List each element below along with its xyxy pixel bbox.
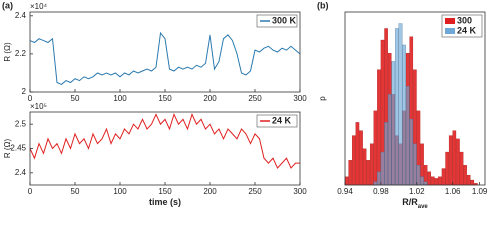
hist-bar [344, 176, 349, 186]
x-tick-label: 0.94 [337, 187, 353, 196]
hist-bar [431, 176, 435, 186]
hist-bar [452, 130, 457, 186]
panel-label: (a) [2, 0, 13, 10]
x-tick-label: 1.09 [472, 187, 488, 196]
legend-swatch [445, 18, 455, 24]
x-tick-label: 50 [71, 187, 80, 196]
axes-frame [344, 11, 486, 186]
legend-swatch [445, 28, 455, 34]
hist-bar [355, 122, 360, 186]
hist-bar [445, 151, 449, 186]
x-tick-label: 300 [293, 94, 307, 103]
x-tick-label: 250 [248, 94, 262, 103]
hist-bar [398, 23, 403, 186]
x-axis-label: R/Rave [402, 197, 428, 209]
y-tick-label: 2.2 [15, 49, 27, 58]
legend-label: 24 K [272, 115, 292, 125]
hist-bar [369, 143, 374, 186]
hist-bar [427, 171, 432, 186]
x-tick-label: 0.98 [373, 187, 389, 196]
hist-bar [362, 148, 367, 186]
x-tick-label: 150 [158, 187, 172, 196]
hist-bar [416, 165, 421, 186]
hist-bar [402, 44, 406, 186]
hist-bar [373, 181, 378, 186]
data-line [29, 31, 301, 85]
hist-bar [380, 151, 385, 186]
legend-label: 24 K [457, 25, 477, 35]
y-axis-label: p [318, 96, 327, 101]
data-line [29, 113, 300, 169]
y-tick-label: 2.4 [15, 11, 27, 20]
hist-bar [420, 176, 424, 186]
hist-bar [359, 130, 363, 186]
x-tick-label: 200 [203, 94, 217, 103]
x-tick-label: 100 [113, 94, 127, 103]
hist-bar [387, 94, 392, 186]
hist-bar [413, 143, 417, 186]
hist-bar [466, 174, 471, 186]
hist-bar [423, 181, 428, 186]
hist-bar [395, 28, 399, 186]
hist-bar [384, 122, 388, 186]
hist-bar [348, 160, 353, 186]
x-tick-label: 50 [71, 94, 80, 103]
hist-bar [463, 165, 467, 186]
y-axis-label: R (Ω) [3, 139, 12, 159]
x-axis-label: time (s) [149, 197, 181, 207]
legend-label: 300 [457, 15, 472, 25]
y-tick-label: 2.5 [15, 119, 27, 128]
panel-label: (b) [317, 0, 329, 10]
y-tick-label: 2 [22, 87, 27, 96]
hist-bar [405, 85, 410, 186]
x-tick-label: 0 [28, 94, 33, 103]
hist-bar [366, 160, 370, 186]
x-tick-label: 0 [28, 187, 33, 196]
hist-bar [373, 110, 378, 186]
hist-bar [438, 176, 442, 186]
x-tick-label: 100 [113, 187, 127, 196]
x-tick-label: 250 [248, 187, 262, 196]
hist-bar [409, 118, 414, 186]
y-axis-label: R (Ω) [3, 42, 12, 62]
x-label-main: time (s) [149, 197, 181, 207]
hist-bar [459, 151, 464, 186]
hist-bar [352, 135, 356, 186]
hist-bar [377, 171, 381, 186]
hist-bar [470, 179, 475, 186]
legend-box [256, 14, 298, 28]
x-tick-label: 200 [203, 187, 217, 196]
y-tick-label: 2.4 [15, 168, 27, 177]
y-multiplier: ×10⁵ [30, 102, 47, 111]
hist-bar [391, 61, 396, 186]
legend-label: 300 K [272, 15, 297, 25]
hist-bar [434, 178, 439, 186]
x-label-main: R/R [402, 197, 418, 207]
hist-bar [377, 69, 381, 186]
x-tick-label: 1.02 [409, 187, 425, 196]
hist-bar [441, 168, 446, 186]
x-tick-label: 1.06 [445, 187, 461, 196]
y-multiplier: ×10⁴ [30, 2, 48, 11]
x-label-sub: ave [418, 204, 429, 210]
hist-bar [456, 138, 460, 186]
x-tick-label: 150 [158, 94, 172, 103]
y-tick-label: 2.45 [10, 144, 26, 153]
legend-box [256, 114, 298, 128]
x-tick-label: 300 [293, 187, 307, 196]
hist-bar [448, 135, 453, 186]
